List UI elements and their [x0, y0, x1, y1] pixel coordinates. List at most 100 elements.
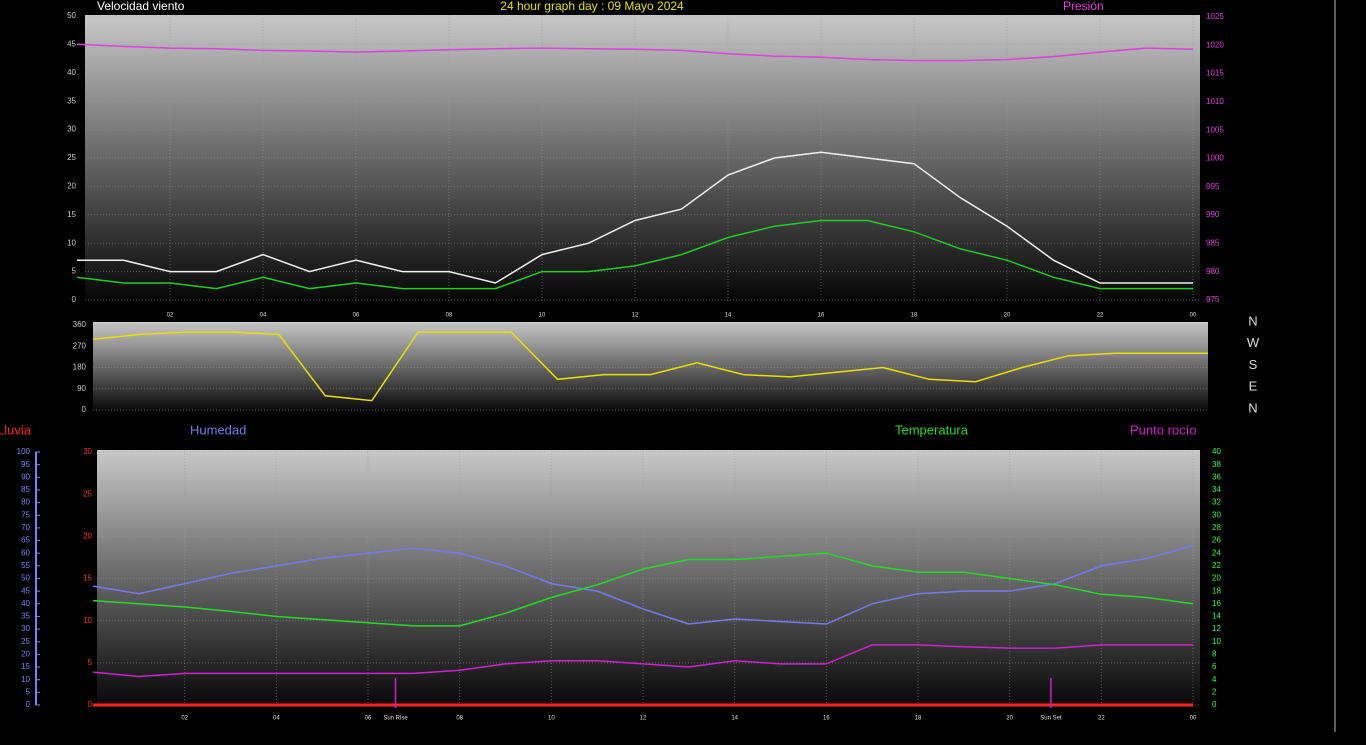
tick-label: 1015 [1206, 69, 1224, 78]
tick-label: 985 [1206, 239, 1220, 248]
tick-label: 25 [67, 153, 76, 162]
legend-temperature: Temperatura [895, 422, 969, 437]
series-line [92, 544, 1194, 625]
tick-label: 10 [1212, 637, 1221, 646]
tick-label: 20 [67, 182, 76, 191]
plot-background [85, 15, 1200, 302]
tick-label: 28 [1212, 523, 1221, 532]
x-tick-label: 20 [1004, 313, 1011, 319]
x-tick-label: 04 [260, 313, 267, 319]
tick-label: 18 [1212, 586, 1221, 595]
tick-label: 80 [21, 498, 30, 507]
tick-label: 2 [1212, 687, 1217, 696]
tick-label: 4 [1212, 675, 1217, 684]
tick-label: 5 [88, 658, 93, 667]
tick-label: 15 [21, 662, 30, 671]
legend-rain: Lluvia [0, 422, 32, 437]
x-tick-label: 22 [1097, 313, 1104, 319]
legend-dewpoint: Punto rocío [1130, 422, 1197, 437]
tick-label: 995 [1206, 182, 1220, 191]
series-line [77, 151, 1193, 284]
tick-label: 270 [73, 341, 87, 350]
tick-label: 30 [1212, 510, 1221, 519]
series-line [92, 552, 1194, 627]
tick-label: 20 [83, 531, 92, 540]
tick-label: 10 [21, 675, 30, 684]
tick-label: 15 [67, 210, 76, 219]
x-tick-label: 02 [181, 716, 188, 722]
tick-label: 70 [21, 523, 30, 532]
x-tick-label: 22 [1098, 716, 1105, 722]
tick-label: 22 [1212, 561, 1221, 570]
tick-label: 30 [67, 125, 76, 134]
tick-label: 990 [1206, 210, 1220, 219]
tick-label: 40 [1212, 447, 1221, 456]
tick-label: 1005 [1206, 125, 1224, 134]
x-tick-label: 18 [911, 313, 918, 319]
tick-label: 15 [83, 574, 92, 583]
tick-label: 40 [67, 68, 76, 77]
tick-label: 25 [83, 489, 92, 498]
series-line [92, 644, 1193, 678]
tick-label: 34 [1212, 485, 1221, 494]
tick-label: 38 [1212, 460, 1221, 469]
tick-label: 36 [1212, 472, 1221, 481]
tick-label: 5 [26, 687, 31, 696]
tick-label: 5 [72, 267, 77, 276]
tick-label: 95 [21, 460, 30, 469]
tick-label: 16 [1212, 599, 1221, 608]
tick-label: 0 [82, 405, 87, 414]
tick-label: N [1248, 400, 1257, 415]
tick-label: 40 [21, 599, 30, 608]
tick-label: 0 [72, 295, 77, 304]
tick-label: W [1247, 335, 1260, 350]
tick-label: 75 [21, 510, 30, 519]
x-tick-label: 08 [456, 716, 463, 722]
tick-label: 55 [21, 561, 30, 570]
series-line [76, 219, 1193, 290]
x-tick-label: 14 [725, 313, 732, 319]
x-tick-label: 00 [1190, 716, 1197, 722]
plot-background [93, 322, 1208, 412]
tick-label: 1000 [1206, 154, 1224, 163]
tick-label: 45 [21, 586, 30, 595]
tick-label: 85 [21, 485, 30, 494]
tick-label: 24 [1212, 548, 1221, 557]
tick-label: 6 [1212, 662, 1217, 671]
tick-label: 20 [21, 650, 30, 659]
tick-label: 26 [1212, 536, 1221, 545]
tick-label: 1025 [1206, 12, 1224, 21]
tick-label: 50 [21, 574, 30, 583]
tick-label: 35 [21, 612, 30, 621]
x-tick-label: 16 [823, 716, 830, 722]
pressure-label: Presión [1063, 0, 1104, 13]
tick-label: 20 [1212, 574, 1221, 583]
tick-label: 30 [21, 624, 30, 633]
tick-label: 0 [1212, 700, 1217, 709]
tick-label: 10 [83, 616, 92, 625]
tick-label: 1020 [1206, 40, 1224, 49]
tick-label: 975 [1206, 295, 1220, 304]
x-tick-label: 00 [1190, 313, 1197, 319]
tick-label: 32 [1212, 498, 1221, 507]
chart-title: 24 hour graph day : 09 Mayo 2024 [500, 0, 684, 13]
tick-label: 25 [21, 637, 30, 646]
series-line [76, 43, 1194, 62]
tick-label: 60 [21, 548, 30, 557]
tick-label: 980 [1206, 267, 1220, 276]
tick-label: 8 [1212, 650, 1217, 659]
tick-label: N [1248, 313, 1257, 328]
wind-label: Velocidad viento [97, 0, 185, 13]
sun-label: Sun Rise [383, 716, 408, 722]
tick-label: 35 [67, 96, 76, 105]
sun-label: Sun Set [1040, 716, 1062, 722]
tick-label: 0 [88, 700, 93, 709]
tick-label: 14 [1212, 612, 1221, 621]
tick-label: 0 [26, 700, 31, 709]
x-tick-label: 10 [539, 313, 546, 319]
x-tick-label: 06 [353, 313, 360, 319]
tick-label: 90 [77, 384, 86, 393]
x-tick-label: 16 [818, 313, 825, 319]
tick-label: 100 [17, 447, 31, 456]
tick-label: 65 [21, 536, 30, 545]
